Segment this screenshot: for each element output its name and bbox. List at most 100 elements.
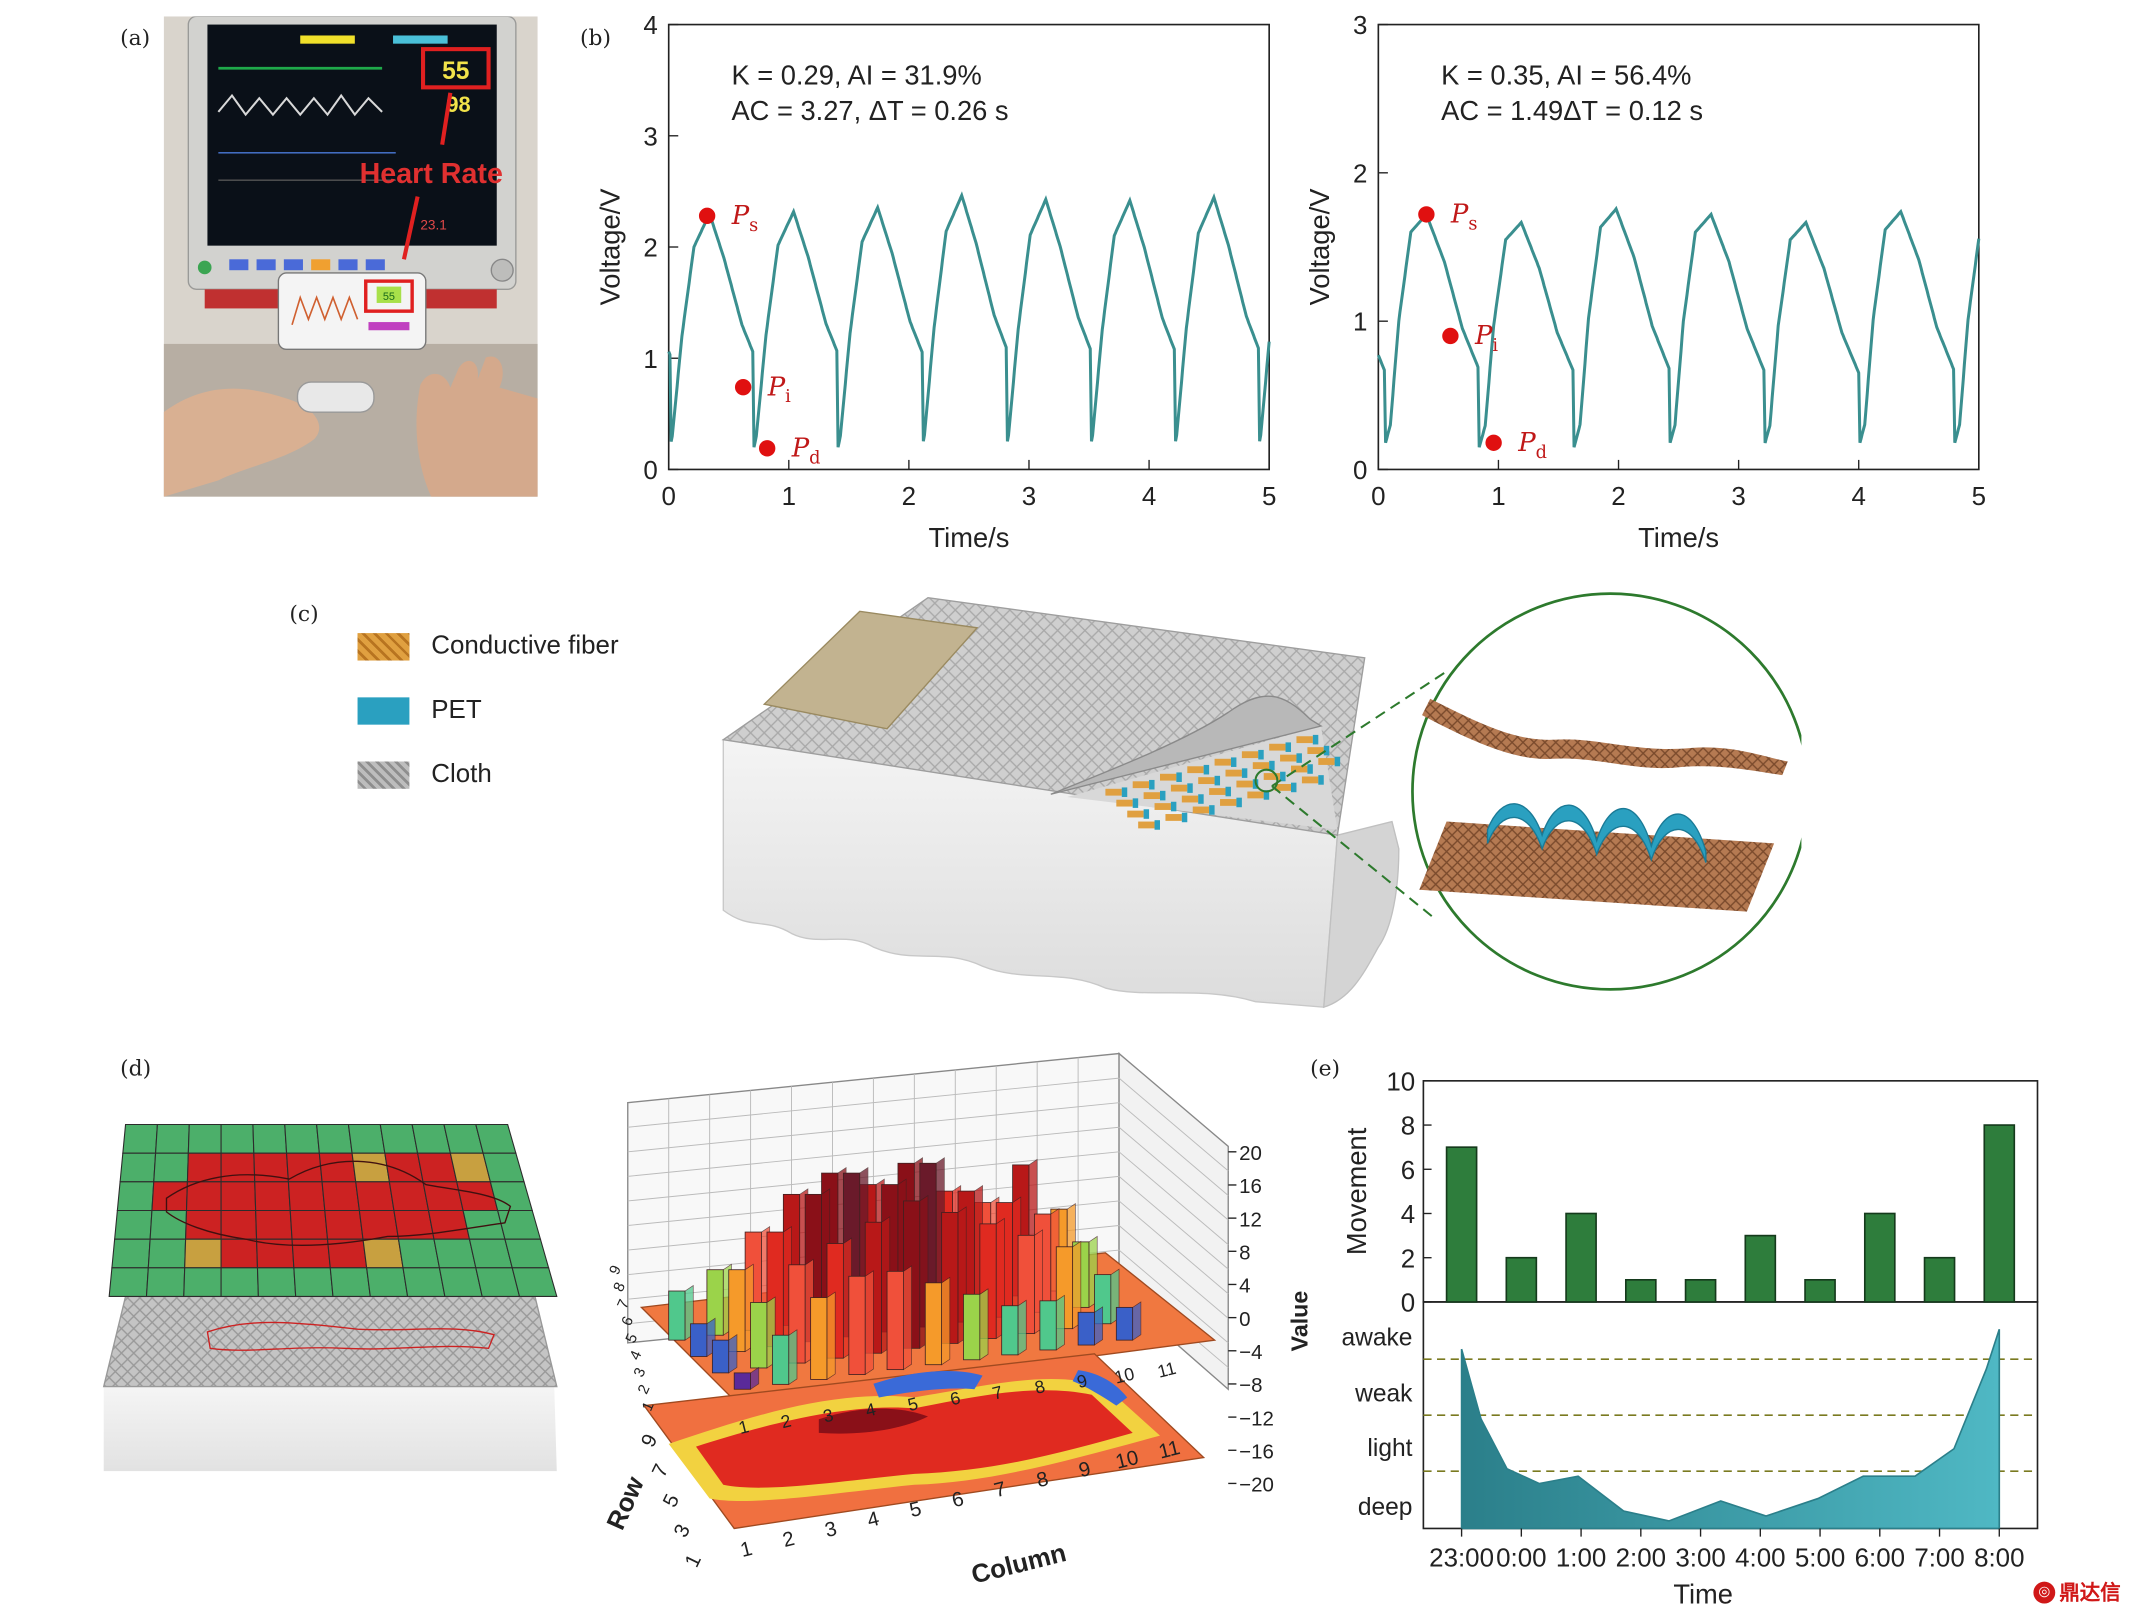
mattress-skirt: [103, 1381, 557, 1472]
upper-column-tick-label: 7: [990, 1382, 1004, 1404]
x-tick-label: 1: [782, 483, 796, 511]
level-label-light: light: [1367, 1435, 1412, 1462]
heat-cell: [358, 1209, 400, 1240]
x-tick-label: 4:00: [1735, 1545, 1785, 1573]
y-axis-label: Voltage/V: [595, 188, 626, 306]
x-tick-label: 7:00: [1914, 1545, 1964, 1573]
z-axis-label: Value: [1286, 1291, 1312, 1352]
upper-column-tick-label: 9: [1075, 1370, 1090, 1392]
heart-rate-arrow-down: [401, 196, 420, 260]
z-tick-label: 16: [1239, 1175, 1262, 1198]
y-tick-label: 8: [1401, 1113, 1415, 1141]
sleep-stage-area: [1460, 1328, 2001, 1530]
bar3d: [810, 1297, 828, 1380]
sensor-fiber: [1291, 765, 1308, 773]
sensor-pet: [1312, 734, 1319, 745]
left-hand: [163, 388, 320, 497]
heat-cell: [324, 1209, 364, 1240]
heat-cell: [384, 1152, 424, 1183]
bar3d-side: [750, 1366, 760, 1390]
x-tick-label: 5: [1972, 483, 1986, 511]
heat-cell: [504, 1238, 550, 1269]
heat-cell: [220, 1267, 259, 1298]
x-tick-label: 2:00: [1616, 1545, 1666, 1573]
panel-label-a: (a): [120, 24, 151, 51]
heat-cell: [475, 1123, 517, 1154]
contour-level-dark: [818, 1408, 928, 1434]
x-tick-label: 3: [1731, 483, 1745, 511]
y-tick-label: 0: [1401, 1289, 1415, 1317]
heat-cell: [366, 1267, 409, 1298]
sensor-pet: [1285, 742, 1292, 752]
grid-line-h: [627, 1102, 1120, 1153]
x-tick-label: 5: [1262, 483, 1276, 511]
finger-sensor: [296, 381, 375, 413]
column-tick-label: 4: [865, 1507, 882, 1532]
heat-cell: [347, 1123, 386, 1154]
x-tick-label: 3: [1022, 483, 1036, 511]
marker-label-pi: Pi: [767, 372, 791, 407]
marker-pi: [1442, 327, 1459, 345]
grid-line-side: [1118, 1200, 1229, 1295]
contour-level-red: [695, 1390, 1133, 1488]
heat-cell: [254, 1181, 291, 1212]
heat-cell: [185, 1181, 222, 1212]
heat-grid: [108, 1123, 558, 1298]
z-tick-label: 4: [1239, 1275, 1250, 1298]
x-tick-label: 6:00: [1855, 1545, 1905, 1573]
bar3d-side: [941, 1276, 951, 1366]
marker-ps: [1418, 206, 1435, 223]
heat-cell: [379, 1123, 419, 1154]
z-tick-label: −4: [1239, 1341, 1262, 1364]
monitor-button-5: [338, 259, 358, 271]
sensor-fiber: [1143, 792, 1160, 800]
sensor-fiber: [1209, 788, 1226, 795]
pillow: [762, 610, 979, 730]
pressure-map-mattress: [102, 1123, 558, 1472]
heat-cell: [284, 1123, 320, 1154]
column-tick-label: 8: [1034, 1467, 1051, 1492]
sensor-fiber: [1269, 743, 1286, 751]
heat-cell: [489, 1181, 533, 1212]
grid-line-side: [1118, 1151, 1229, 1245]
sensor-pet: [1323, 745, 1330, 756]
sensor-fiber: [1187, 766, 1204, 774]
movement-bar: [1684, 1278, 1717, 1303]
movement-bar: [1565, 1212, 1597, 1303]
sensor-fiber: [1192, 806, 1210, 814]
upper-row-tick-label: 3: [631, 1365, 650, 1380]
sensor-grid: [1105, 734, 1341, 830]
bar3d: [886, 1270, 904, 1371]
sensor-fiber: [1116, 799, 1133, 807]
sensor-fiber: [1181, 795, 1199, 803]
bar3d-side: [826, 1291, 836, 1381]
marker-label-pd: Pd: [1517, 428, 1547, 463]
x-tick-label: 4: [1852, 483, 1866, 511]
y-axis-label: Row: [602, 1472, 650, 1534]
phone-pulse-trace: [291, 294, 359, 326]
monitor-button-3: [283, 259, 303, 271]
bar3d-side: [864, 1270, 874, 1376]
heart-rate-highlight-box: [421, 47, 491, 90]
bar3d: [668, 1290, 686, 1341]
y-tick-label: 10: [1386, 1068, 1415, 1096]
sensor-pet: [1198, 794, 1204, 804]
movement-bar: [1983, 1124, 2016, 1303]
upper-column-tick-label: 8: [1033, 1376, 1048, 1398]
sensor-fiber: [1214, 758, 1231, 766]
phone-heart-rate: 55: [383, 291, 395, 303]
column-tick-label: 6: [950, 1487, 967, 1512]
z-tick-label: 20: [1239, 1142, 1262, 1165]
level-label-deep: deep: [1358, 1494, 1413, 1521]
sensor-pet: [1209, 805, 1215, 815]
grid-line-side: [1118, 1225, 1229, 1319]
x-tick-label: 0: [1371, 483, 1385, 511]
heat-cell: [220, 1123, 255, 1154]
grid-line-h: [627, 1126, 1120, 1177]
x-axis-label: Column: [969, 1539, 1069, 1589]
plot-frame: [1377, 23, 1980, 471]
sensor-pet: [1280, 771, 1286, 782]
movement-bar: [1505, 1256, 1538, 1303]
y-tick-label: 1: [643, 346, 657, 374]
